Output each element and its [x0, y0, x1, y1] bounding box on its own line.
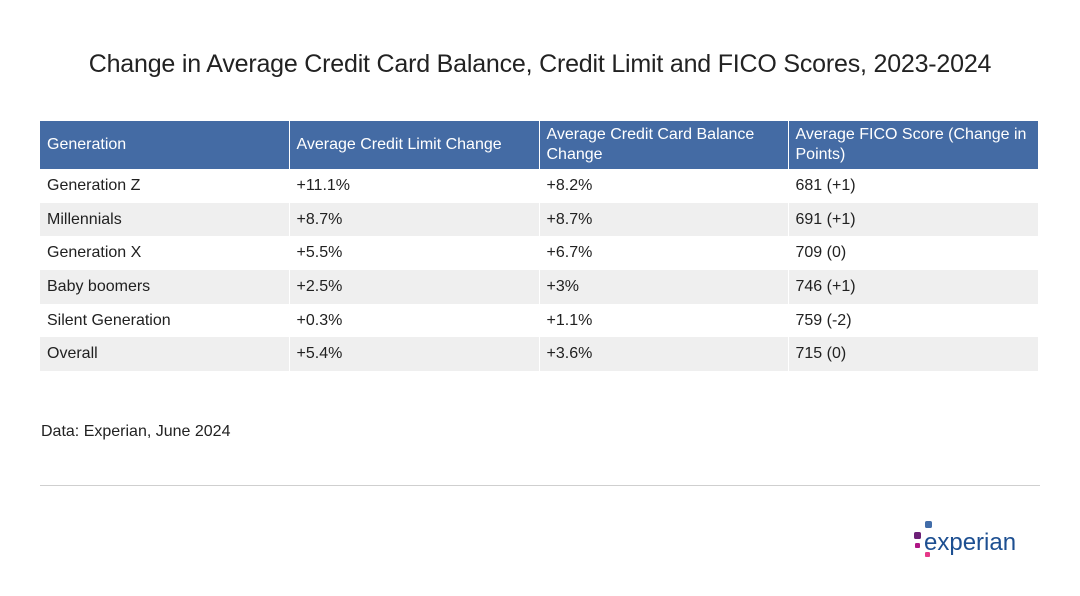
- column-header: Average Credit Limit Change: [289, 121, 540, 169]
- table-cell: Overall: [40, 337, 290, 372]
- table-cell: +5.4%: [289, 337, 540, 372]
- table-row: Generation Z +11.1% +8.2% 681 (+1): [40, 169, 1038, 203]
- logo-dot-red: [925, 552, 930, 557]
- column-header: Generation: [40, 121, 290, 169]
- table-cell: +8.2%: [539, 169, 789, 203]
- source-note: Data: Experian, June 2024: [41, 423, 231, 440]
- table-row: Overall +5.4% +3.6% 715 (0): [40, 337, 1038, 372]
- table-cell: Generation Z: [40, 169, 290, 203]
- table-row: Generation X +5.5% +6.7% 709 (0): [40, 236, 1038, 271]
- logo-wordmark: experian: [924, 529, 1016, 556]
- table-cell: 681 (+1): [788, 169, 1038, 203]
- table-cell: +1.1%: [539, 303, 789, 338]
- logo-dot-purple: [914, 532, 921, 539]
- table-cell: +5.5%: [289, 236, 540, 271]
- table-header-row: Generation Average Credit Limit Change A…: [40, 121, 1038, 169]
- table-cell: Silent Generation: [40, 303, 290, 338]
- table-cell: +8.7%: [289, 202, 540, 237]
- experian-logo: experian: [911, 519, 1036, 563]
- table-cell: +0.3%: [289, 303, 540, 338]
- table-cell: +11.1%: [289, 169, 540, 203]
- table-cell: 715 (0): [788, 337, 1038, 372]
- table-row: Millennials +8.7% +8.7% 691 (+1): [40, 202, 1038, 237]
- divider: [40, 485, 1040, 486]
- table-cell: 691 (+1): [788, 202, 1038, 237]
- table-row: Baby boomers +2.5% +3% 746 (+1): [40, 270, 1038, 304]
- table-cell: +3.6%: [539, 337, 789, 372]
- table-cell: Millennials: [40, 202, 290, 237]
- table-cell: +8.7%: [539, 202, 789, 237]
- data-table: Generation Average Credit Limit Change A…: [40, 121, 1038, 372]
- table-cell: 746 (+1): [788, 270, 1038, 304]
- logo-dot-blue: [925, 521, 932, 528]
- table-cell: +6.7%: [539, 236, 789, 271]
- table-cell: +3%: [539, 270, 789, 304]
- experian-logo-icon: experian: [914, 521, 1016, 557]
- table-cell: Baby boomers: [40, 270, 290, 304]
- chart-title: Change in Average Credit Card Balance, C…: [88, 50, 992, 78]
- table-cell: 709 (0): [788, 236, 1038, 271]
- table-row: Silent Generation +0.3% +1.1% 759 (-2): [40, 303, 1038, 338]
- table-cell: 759 (-2): [788, 303, 1038, 338]
- logo-dot-magenta: [915, 543, 920, 548]
- column-header: Average Credit Card Balance Change: [539, 121, 789, 169]
- table-cell: +2.5%: [289, 270, 540, 304]
- table-cell: Generation X: [40, 236, 290, 271]
- column-header: Average FICO Score (Change in Points): [788, 121, 1038, 169]
